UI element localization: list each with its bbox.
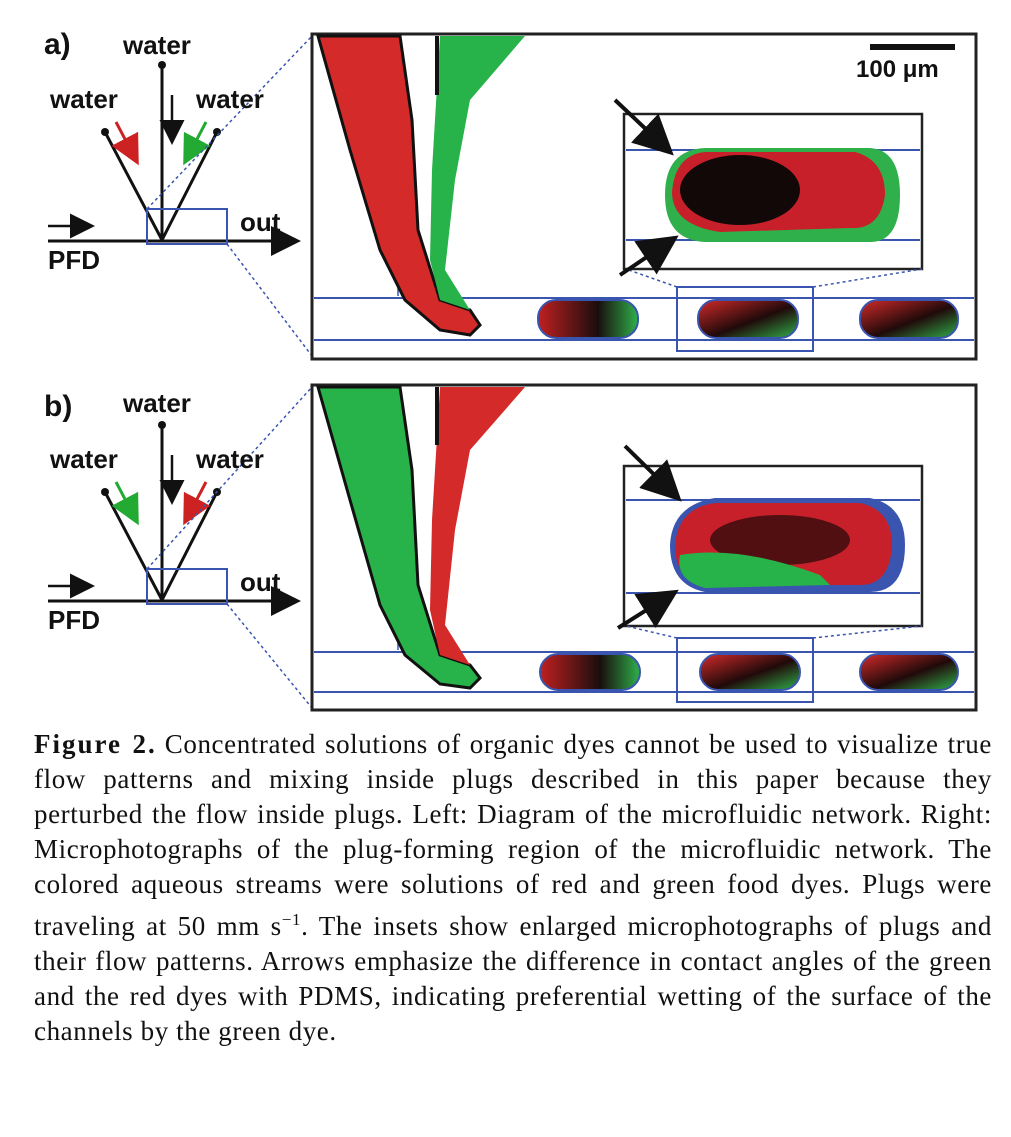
panel-a (48, 32, 978, 361)
inset-b (616, 444, 924, 639)
figure-caption: Figure 2. Concentrated solutions of organ… (34, 727, 992, 1049)
panel-label-b: b) (44, 390, 73, 423)
label-right-water-b: water (196, 444, 264, 474)
caption-superscript: −1 (281, 910, 302, 929)
network-diagram-a (48, 35, 313, 357)
panel-b (48, 383, 978, 712)
caption-text-part1: Concentrated solutions of organic dyes c… (34, 729, 992, 941)
label-top-water-b: water (123, 388, 191, 418)
network-diagram-b (48, 386, 313, 709)
label-top-water-a: water (123, 30, 191, 60)
label-pfd-a: PFD (48, 245, 100, 275)
label-out-b: out (240, 567, 281, 597)
label-right-water-a: water (196, 84, 264, 114)
inset-a (613, 98, 924, 288)
label-left-water-b: water (50, 444, 118, 474)
caption-title: Figure 2. (34, 729, 157, 759)
figure-graphics (48, 32, 978, 712)
figure-2: a) water water water out PFD 100 μm b) w… (44, 28, 978, 712)
microphotograph-b (310, 383, 978, 712)
microphotograph-a (310, 32, 978, 361)
label-out-a: out (240, 207, 281, 237)
label-pfd-b: PFD (48, 605, 100, 635)
panel-label-a: a) (44, 28, 71, 61)
label-left-water-a: water (50, 84, 118, 114)
scale-bar-label: 100 μm (856, 56, 939, 83)
caption-text-part2: . The insets show enlarged microphotogra… (34, 911, 992, 1046)
